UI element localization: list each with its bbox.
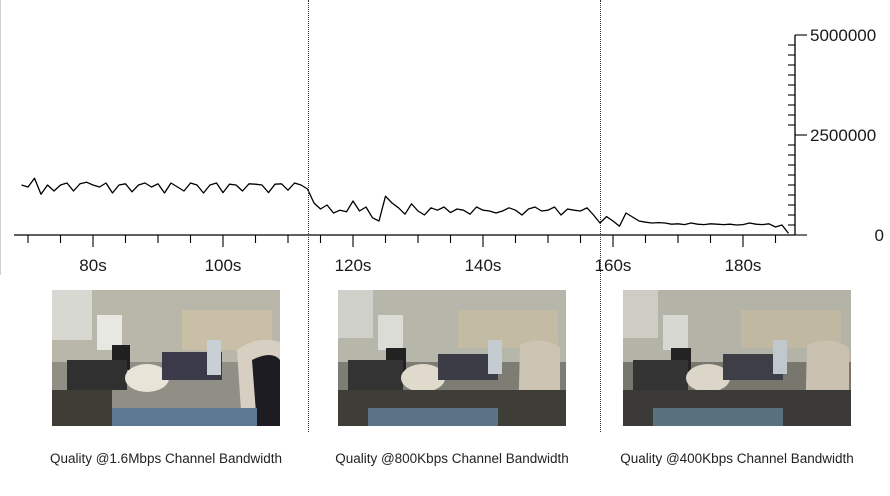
y-tick-label: 0 — [875, 226, 884, 245]
bandwidth-chart: 80s 100s 120s 140s 160s 180s 0 2500000 5000000 — [0, 0, 884, 275]
x-tick-label: 80s — [79, 256, 106, 275]
caption-800kbps: Quality @800Kbps Channel Bandwidth — [335, 451, 569, 466]
x-tick-label: 120s — [335, 256, 372, 275]
x-tick-label: 140s — [465, 256, 502, 275]
x-tick-label: 160s — [595, 256, 632, 275]
x-tick-label: 100s — [205, 256, 242, 275]
y-tick-label: 5000000 — [810, 26, 876, 45]
event-line-800kbps — [308, 0, 309, 432]
x-axis-ticks: 80s 100s 120s 140s 160s 180s — [27, 235, 777, 275]
caption-400kbps: Quality @400Kbps Channel Bandwidth — [620, 451, 854, 466]
video-frame-400kbps — [623, 290, 851, 426]
x-tick-label: 180s — [725, 256, 762, 275]
bitrate-series-line — [21, 177, 790, 234]
y-axis-ticks: 0 2500000 5000000 — [788, 26, 884, 245]
y-tick-label: 2500000 — [810, 126, 876, 145]
video-frame-800kbps — [338, 290, 566, 426]
event-line-400kbps — [600, 0, 601, 432]
video-frame-1600kbps — [52, 290, 280, 426]
caption-1600kbps: Quality @1.6Mbps Channel Bandwidth — [49, 451, 283, 466]
